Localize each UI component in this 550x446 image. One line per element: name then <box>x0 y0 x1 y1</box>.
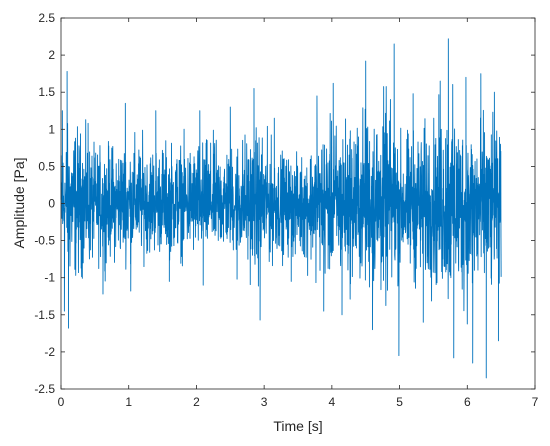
y-tick-label: -1 <box>44 271 55 285</box>
y-tick-label: 0.5 <box>38 159 55 173</box>
x-tick-label: 6 <box>464 395 471 409</box>
y-tick-label: -0.5 <box>34 234 55 248</box>
series-line <box>60 38 502 379</box>
y-tick-label: 1.5 <box>38 85 55 99</box>
x-tick-label: 5 <box>396 395 403 409</box>
axis-ticks: 0 1 2 3 4 5 6 7 -2.5 -2 -1.5 -1 -0.5 0 0.5 1 1.5 2 2.5 <box>34 11 538 409</box>
y-tick-label: 0 <box>48 197 55 211</box>
x-tick-label: 3 <box>261 395 268 409</box>
x-tick-label: 1 <box>125 395 132 409</box>
y-tick-label: -2 <box>44 345 55 359</box>
x-tick-label: 2 <box>193 395 200 409</box>
y-tick-label: 2.5 <box>38 11 55 25</box>
x-tick-label: 7 <box>532 395 539 409</box>
y-tick-label: -1.5 <box>34 308 55 322</box>
x-tick-label: 4 <box>329 395 336 409</box>
y-tick-label: -2.5 <box>34 382 55 396</box>
x-axis-label: Time [s] <box>273 418 322 434</box>
x-tick-label: 0 <box>58 395 65 409</box>
y-tick-label: 1 <box>48 122 55 136</box>
signal-series <box>60 38 502 379</box>
y-axis-label: Amplitude [Pa] <box>11 157 27 248</box>
y-tick-label: 2 <box>48 48 55 62</box>
